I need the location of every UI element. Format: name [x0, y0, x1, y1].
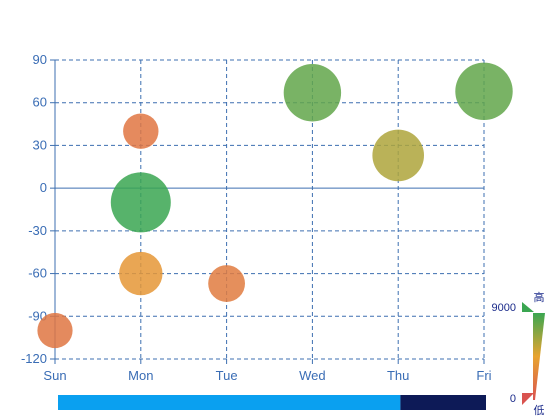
- y-tick-label: 90: [33, 52, 47, 67]
- x-tick-label: Wed: [299, 368, 326, 383]
- x-tick-label: Thu: [387, 368, 409, 383]
- visual-map-high-handle[interactable]: [522, 302, 534, 312]
- y-tick-label: -120: [21, 351, 47, 366]
- data-zoom-selected-range[interactable]: [58, 395, 401, 410]
- visual-map-max-label: 9000: [492, 302, 516, 314]
- x-axis-ticks: Sun Mon Tue Wed Thu Fri: [43, 368, 491, 383]
- x-tick-label: Mon: [128, 368, 153, 383]
- bubble-series: [37, 62, 513, 349]
- visual-map-low-handle[interactable]: [522, 393, 534, 405]
- bubble-point[interactable]: [37, 312, 73, 349]
- visual-map-gradient-bar[interactable]: [533, 313, 545, 400]
- x-tick-label: Sun: [43, 368, 66, 383]
- x-tick-label: Fri: [476, 368, 491, 383]
- data-zoom-slider[interactable]: [58, 395, 486, 410]
- bubble-point[interactable]: [283, 64, 342, 122]
- y-tick-label: 30: [33, 137, 47, 152]
- visual-map-min-label: 0: [510, 393, 516, 405]
- y-tick-label: 0: [40, 180, 47, 195]
- visual-map-low-text: 低: [534, 404, 545, 417]
- bubble-point[interactable]: [119, 251, 163, 296]
- y-tick-label: -30: [28, 223, 47, 238]
- y-tick-label: -60: [28, 266, 47, 281]
- y-tick-label: 60: [33, 95, 47, 110]
- bubble-point[interactable]: [455, 62, 513, 121]
- bubble-point[interactable]: [208, 265, 246, 302]
- bubble-point[interactable]: [372, 129, 425, 182]
- x-tick-label: Tue: [216, 368, 238, 383]
- visual-map-high-text: 高: [534, 290, 545, 304]
- bubble-point[interactable]: [110, 172, 171, 233]
- bubble-point[interactable]: [123, 113, 159, 149]
- visual-map[interactable]: 9000 0 高 低: [492, 290, 545, 417]
- data-zoom-unselected-range[interactable]: [400, 395, 486, 410]
